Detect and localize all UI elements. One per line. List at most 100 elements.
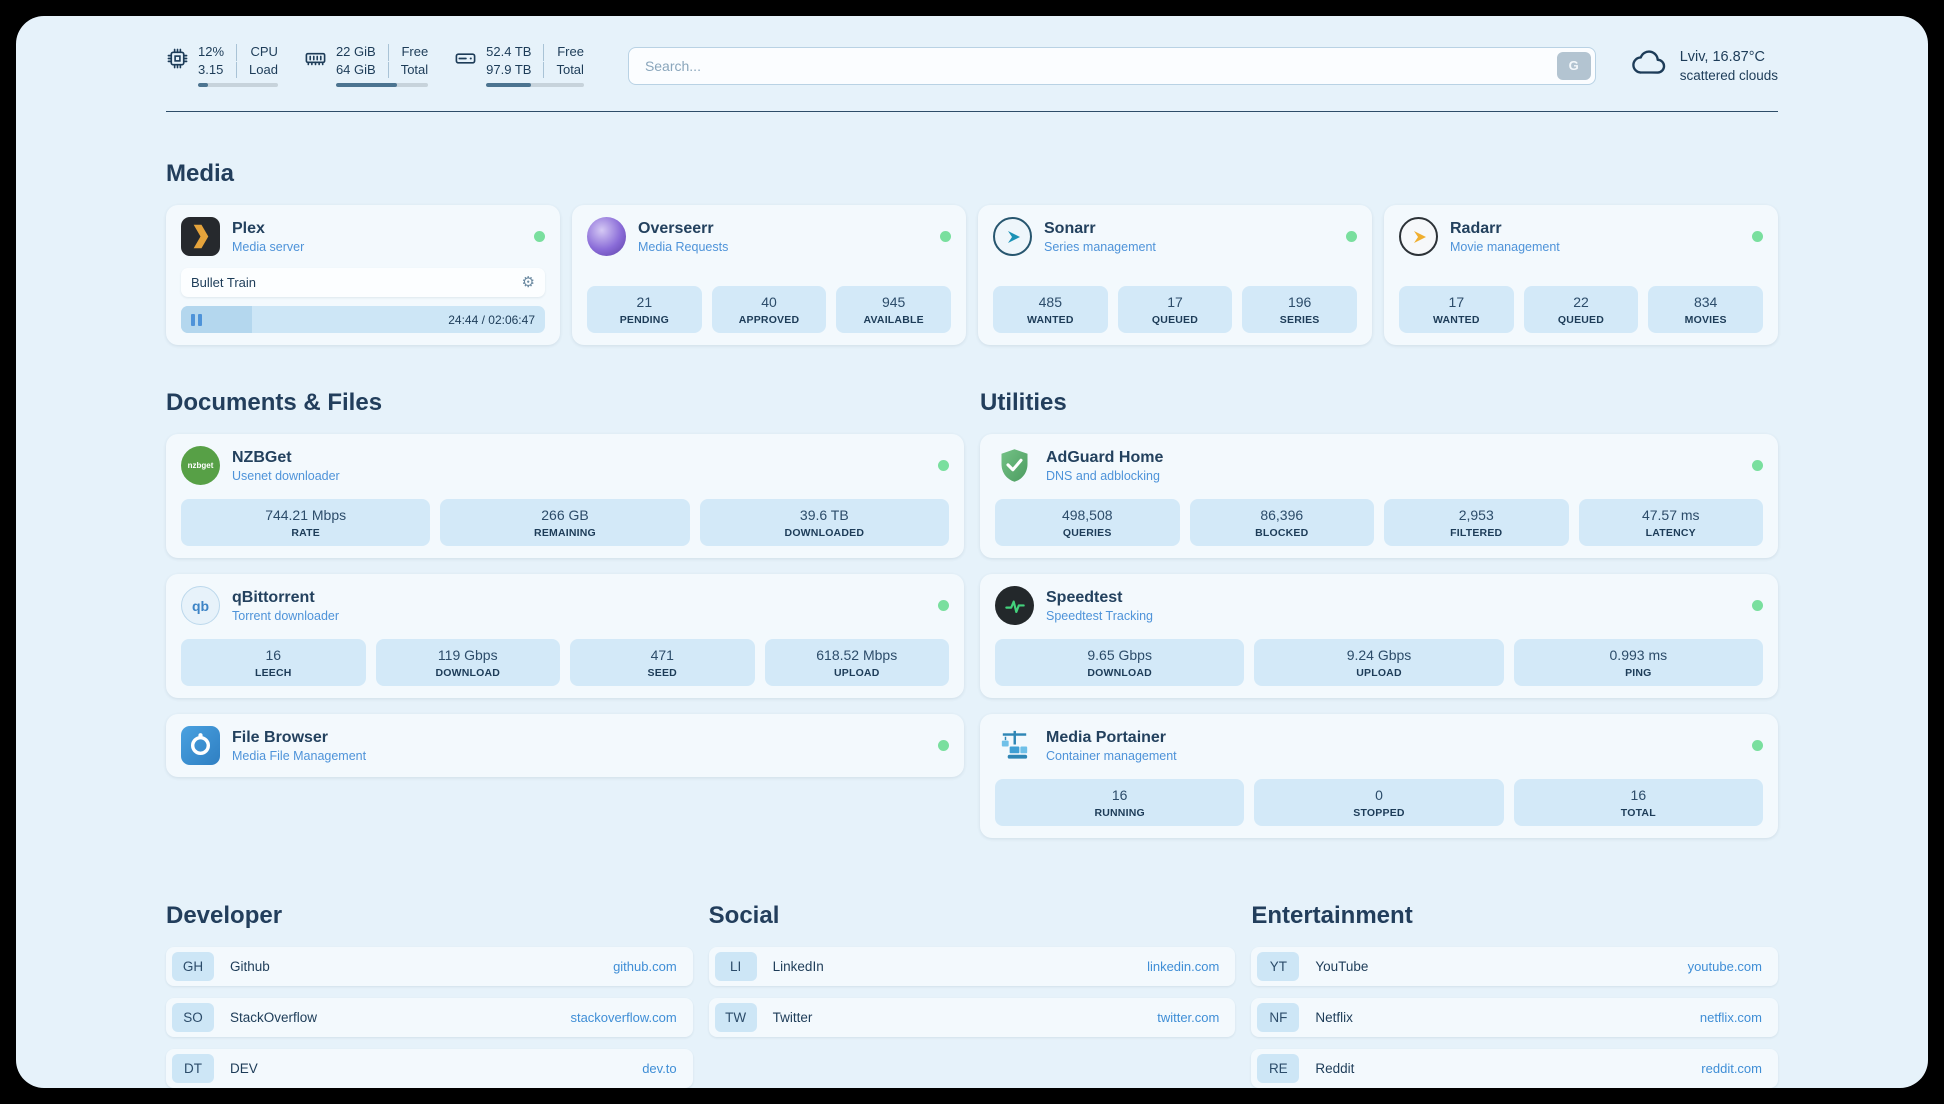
qbittorrent-card[interactable]: qb qBittorrent Torrent downloader 16 LEE… xyxy=(166,574,964,698)
pause-button[interactable] xyxy=(189,312,204,328)
disk-metric: 52.4 TB Free 97.9 TB Total xyxy=(454,44,584,87)
gear-icon[interactable]: ⚙ xyxy=(521,274,535,291)
ram-free-value: 22 GiB xyxy=(335,44,376,60)
status-dot xyxy=(1752,231,1763,242)
link-reddit[interactable]: RE Reddit reddit.com xyxy=(1251,1049,1778,1088)
link-netflix[interactable]: NF Netflix netflix.com xyxy=(1251,998,1778,1037)
app-subtitle: Usenet downloader xyxy=(232,468,340,483)
media-section: Media Plex Media server xyxy=(166,160,1778,345)
status-dot xyxy=(1752,460,1763,471)
cpu-progress-fill xyxy=(198,82,208,87)
stat-approved: 40 APPROVED xyxy=(711,286,827,333)
stat-downloaded: 39.6 TB DOWNLOADED xyxy=(699,499,949,546)
entertainment-section: Entertainment YT YouTube youtube.com NF … xyxy=(1251,902,1778,1088)
ram-total-value: 64 GiB xyxy=(335,61,376,77)
section-title-social: Social xyxy=(708,902,780,929)
link-twitter[interactable]: TW Twitter twitter.com xyxy=(708,998,1236,1037)
radarr-card[interactable]: Radarr Movie management 17 WANTED 22 QUE… xyxy=(1384,205,1778,345)
plex-card[interactable]: Plex Media server Bullet Train ⚙ 24:44 /… xyxy=(166,205,560,345)
playback-progress-bar[interactable]: 24:44 / 02:06:47 xyxy=(181,306,545,333)
disk-free-label: Free xyxy=(543,44,584,61)
link-dev[interactable]: DT DEV dev.to xyxy=(166,1049,693,1088)
developer-section: Developer GH Github github.com SO StackO… xyxy=(166,902,693,1088)
weather-widget: Lviv, 16.87°C scattered clouds xyxy=(1630,44,1778,87)
app-name: Sonarr xyxy=(1044,219,1096,237)
utilities-section: Utilities xyxy=(980,389,1778,854)
link-badge: TW xyxy=(714,1003,757,1032)
ram-progress-fill xyxy=(335,82,397,87)
cpu-icon xyxy=(166,44,189,87)
sonarr-card[interactable]: Sonarr Series management 485 WANTED 17 Q… xyxy=(978,205,1372,345)
ram-free-label: Free xyxy=(387,44,428,61)
cpu-progress-track xyxy=(198,82,278,87)
app-name: Plex xyxy=(232,219,265,237)
link-stackoverflow[interactable]: SO StackOverflow stackoverflow.com xyxy=(166,998,693,1037)
cpu-load-value: 3.15 xyxy=(198,61,224,77)
app-name: AdGuard Home xyxy=(1046,448,1164,466)
stat-series: 196 SERIES xyxy=(1242,286,1357,333)
portainer-icon xyxy=(995,726,1034,765)
status-dot xyxy=(938,460,949,471)
link-badge: NF xyxy=(1257,1003,1300,1032)
adguard-icon xyxy=(995,446,1034,485)
app-name: File Browser xyxy=(232,728,329,746)
stat-blocked: 86,396 BLOCKED xyxy=(1189,499,1374,546)
link-badge: DT xyxy=(172,1054,214,1083)
disk-progress-fill xyxy=(486,82,532,87)
dashboard-frame: 12% CPU 3.15 Load xyxy=(16,16,1928,1088)
now-playing-bar: Bullet Train ⚙ xyxy=(181,268,545,297)
app-subtitle: Speedtest Tracking xyxy=(1046,608,1154,623)
stat-stopped: 0 STOPPED xyxy=(1254,779,1504,826)
cloud-icon xyxy=(1630,44,1668,87)
link-github[interactable]: GH Github github.com xyxy=(166,947,693,986)
section-title-documents: Documents & Files xyxy=(166,389,383,416)
adguard-card[interactable]: AdGuard Home DNS and adblocking 498,508 … xyxy=(980,434,1778,558)
app-name: Media Portainer xyxy=(1046,728,1167,746)
stat-ping: 0.993 ms PING xyxy=(1513,639,1763,686)
stat-pending: 21 PENDING xyxy=(587,286,702,333)
app-name: Radarr xyxy=(1450,219,1502,237)
stat-running: 16 RUNNING xyxy=(995,779,1245,826)
cpu-usage-label: CPU xyxy=(236,44,278,61)
overseerr-card[interactable]: Overseerr Media Requests 21 PENDING 40 A… xyxy=(572,205,966,345)
section-title-media: Media xyxy=(166,160,235,187)
stat-queued: 22 QUEUED xyxy=(1523,286,1639,333)
disk-icon xyxy=(454,44,477,87)
stat-movies: 834 MOVIES xyxy=(1648,286,1763,333)
cpu-metric: 12% CPU 3.15 Load xyxy=(166,44,278,87)
portainer-card[interactable]: Media Portainer Container management 16 … xyxy=(980,714,1778,838)
nzbget-card[interactable]: nzbget NZBGet Usenet downloader 744.21 M… xyxy=(166,434,964,558)
speedtest-card[interactable]: Speedtest Speedtest Tracking 9.65 Gbps D… xyxy=(980,574,1778,698)
section-title-developer: Developer xyxy=(166,902,283,929)
stat-filtered: 2,953 FILTERED xyxy=(1384,499,1569,546)
sonarr-icon xyxy=(993,217,1032,256)
stat-seed: 471 SEED xyxy=(570,639,755,686)
link-badge: YT xyxy=(1257,952,1300,981)
now-playing-title: Bullet Train xyxy=(191,275,257,290)
link-youtube[interactable]: YT YouTube youtube.com xyxy=(1251,947,1778,986)
filebrowser-card[interactable]: File Browser Media File Management xyxy=(166,714,964,777)
search-engine-button[interactable]: G xyxy=(1556,51,1591,80)
stat-queued: 17 QUEUED xyxy=(1117,286,1233,333)
stat-wanted: 17 WANTED xyxy=(1399,286,1514,333)
search-input[interactable] xyxy=(627,46,1596,85)
link-linkedin[interactable]: LI LinkedIn linkedin.com xyxy=(708,947,1236,986)
memory-metric: 22 GiB Free 64 GiB Total xyxy=(304,44,429,87)
app-name: Speedtest xyxy=(1046,588,1123,606)
status-dot xyxy=(534,231,545,242)
plex-icon xyxy=(181,217,220,256)
app-subtitle: Movie management xyxy=(1450,239,1560,254)
app-subtitle: Media server xyxy=(232,239,305,254)
dashboard-content: 12% CPU 3.15 Load xyxy=(166,16,1778,1088)
app-subtitle: Series management xyxy=(1044,239,1156,254)
stat-download: 9.65 Gbps DOWNLOAD xyxy=(995,639,1245,686)
header-bar: 12% CPU 3.15 Load xyxy=(166,16,1778,112)
social-section: Social LI LinkedIn linkedin.com TW Twitt… xyxy=(708,902,1236,1088)
qbittorrent-icon: qb xyxy=(181,586,220,625)
section-title-entertainment: Entertainment xyxy=(1251,902,1413,929)
ram-total-label: Total xyxy=(387,61,428,78)
stat-leech: 16 LEECH xyxy=(181,639,366,686)
app-subtitle: Container management xyxy=(1046,748,1177,763)
speedtest-icon xyxy=(995,586,1034,625)
link-badge: LI xyxy=(714,952,757,981)
